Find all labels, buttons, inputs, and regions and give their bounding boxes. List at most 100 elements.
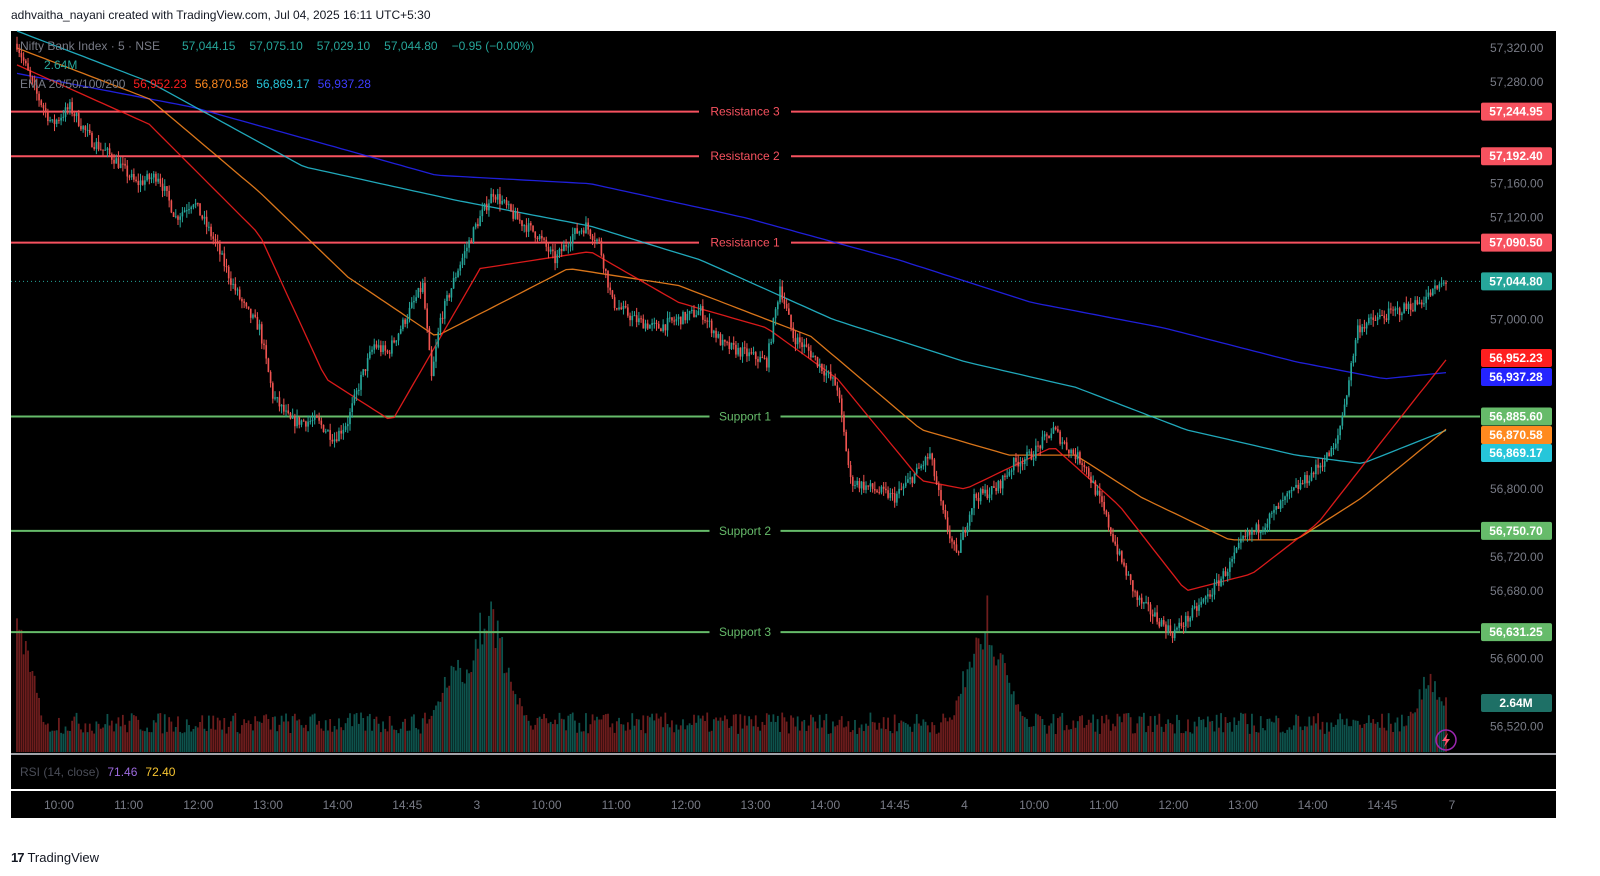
candle-body	[1374, 319, 1377, 321]
candle-body	[1365, 323, 1368, 329]
candle-body	[406, 318, 409, 324]
volume-bar	[1231, 731, 1233, 752]
volume-bar	[717, 720, 720, 752]
candle-body	[219, 243, 221, 255]
candle-body	[1121, 551, 1123, 563]
volume-bar	[377, 723, 380, 752]
volume-bar	[865, 723, 867, 752]
candle-body	[1370, 317, 1372, 319]
candle-body	[276, 397, 279, 399]
volume-bar	[997, 659, 1000, 752]
volume-bar	[181, 733, 184, 752]
volume-bar	[1220, 713, 1222, 752]
candle-body	[697, 311, 700, 316]
candle-body	[499, 194, 501, 204]
volume-bar	[966, 669, 969, 752]
candle-body	[635, 315, 638, 323]
candle-body	[977, 497, 980, 502]
volume-bar	[710, 730, 713, 752]
volume-bar	[907, 724, 909, 752]
volume-bar	[503, 673, 506, 752]
candle-body	[1255, 524, 1258, 532]
candle-body	[567, 246, 570, 248]
volume-bar	[236, 732, 239, 752]
volume-bar	[1396, 717, 1399, 752]
volume-bar	[1211, 720, 1214, 752]
candle-body	[364, 369, 367, 372]
candle-body	[673, 320, 675, 322]
candle-body	[1202, 599, 1205, 602]
volume-bar	[501, 637, 504, 752]
volume-bar	[878, 722, 881, 752]
volume-bar	[353, 714, 356, 752]
candle-body	[47, 110, 49, 122]
volume-bar	[580, 731, 583, 752]
volume-bar	[309, 716, 312, 752]
volume-bar	[373, 719, 376, 752]
candle-body	[549, 249, 552, 252]
candle-body	[399, 329, 402, 334]
y-tick-label: 57,000.00	[1490, 312, 1544, 326]
x-tick-label: 10:00	[44, 798, 74, 812]
volume-bar	[596, 716, 598, 752]
candle-body	[874, 489, 876, 491]
candle-body	[812, 355, 814, 358]
volume-bar	[1112, 723, 1114, 752]
candle-body	[181, 212, 184, 217]
volume-bar	[349, 713, 351, 752]
candle-body	[1390, 308, 1392, 310]
candle-body	[183, 210, 186, 213]
volume-bar	[937, 732, 940, 752]
candle-body	[556, 254, 559, 264]
candle-body	[1246, 531, 1249, 537]
volume-bar	[986, 595, 989, 752]
volume-bar	[406, 730, 409, 752]
candle-body	[1079, 452, 1081, 464]
candle-body	[702, 306, 704, 320]
volume-bar	[510, 681, 512, 752]
candle-body	[1182, 625, 1185, 627]
volume-bar	[1105, 714, 1108, 752]
volume-bar	[649, 717, 651, 752]
volume-bar	[1392, 731, 1394, 752]
candle-body	[1101, 496, 1103, 502]
volume-bar	[293, 713, 296, 752]
candle-body	[236, 289, 239, 291]
volume-bar	[781, 712, 784, 752]
candle-body	[1167, 625, 1169, 633]
level-price-tag-bg	[1481, 233, 1552, 252]
volume-bar	[693, 714, 695, 752]
symbol-label[interactable]: Nifty Bank Index · 5 · NSE	[20, 39, 161, 53]
candle-body	[847, 451, 850, 466]
candle-body	[997, 480, 1000, 491]
volume-bar	[1178, 720, 1181, 752]
candle-body	[459, 264, 462, 271]
volume-bar	[150, 732, 153, 752]
volume-bar	[854, 719, 856, 752]
volume-bar	[346, 717, 349, 752]
volume-bar	[108, 725, 111, 752]
candle-body	[1332, 447, 1335, 449]
candle-body	[397, 333, 400, 341]
candle-body	[73, 113, 76, 117]
volume-bar	[1345, 718, 1348, 752]
tradingview-logo[interactable]: 17 TradingView	[11, 850, 99, 865]
volume-bar	[190, 731, 193, 752]
volume-bar	[126, 732, 129, 752]
candle-body	[245, 302, 248, 307]
volume-bar	[1107, 719, 1110, 752]
level-label-bg	[699, 148, 791, 165]
ema200-value: 56,937.28	[317, 77, 371, 91]
ema-price-tag: 56,870.58	[1489, 428, 1543, 442]
candle-body	[607, 270, 609, 288]
candle-body	[346, 424, 349, 427]
volume-bar	[397, 733, 400, 752]
candle-body	[391, 340, 393, 354]
candle-body	[1169, 625, 1172, 634]
candle-body	[82, 126, 84, 130]
candle-body	[331, 439, 334, 442]
volume-bar	[611, 723, 614, 752]
volume-bar	[468, 673, 470, 752]
volume-bar	[563, 719, 565, 752]
